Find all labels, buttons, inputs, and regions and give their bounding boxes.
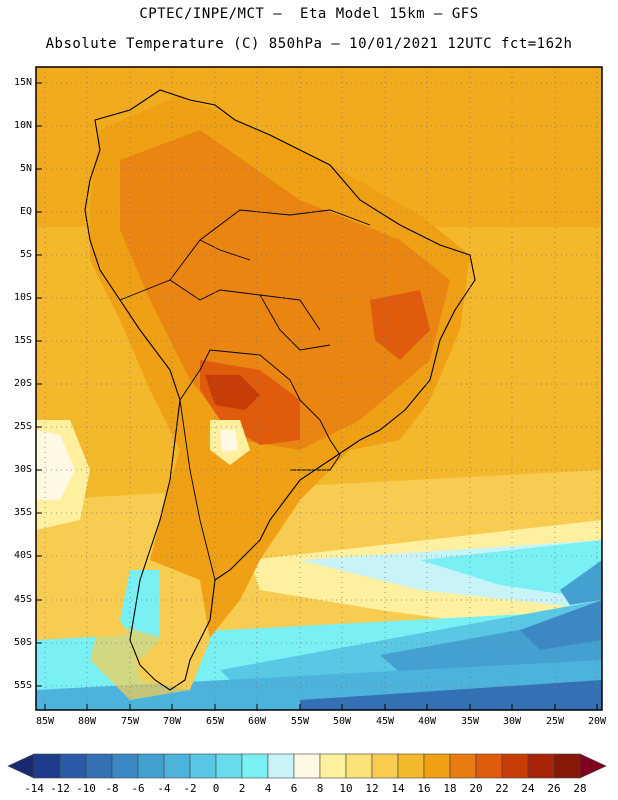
colorbar-swatch — [345, 753, 373, 779]
colorbar-swatch — [189, 753, 217, 779]
colorbar-swatch — [527, 753, 555, 779]
colorbar-tick: -14 — [24, 782, 44, 795]
colorbar-tick: 2 — [238, 782, 246, 795]
colorbar-tick: 0 — [212, 782, 220, 795]
lat-label: 20S — [13, 378, 32, 389]
colorbar-tick: 24 — [521, 782, 535, 795]
colorbar-tick: 16 — [417, 782, 431, 795]
lat-label: 30S — [13, 464, 32, 475]
colorbar-swatch — [215, 753, 243, 779]
colorbar-tick: 10 — [339, 782, 353, 795]
axis-ticks — [36, 82, 598, 710]
colorbar-tick: 8 — [316, 782, 324, 795]
country-borders — [119, 209, 371, 581]
colorbar-swatch — [475, 753, 503, 779]
lat-label: 55S — [13, 680, 32, 691]
lat-label: 35S — [13, 507, 32, 518]
colorbar — [7, 753, 607, 779]
colorbar-under-triangle — [7, 753, 35, 779]
lon-label: 60W — [247, 716, 267, 727]
colorbar-swatch — [371, 753, 399, 779]
lon-label: 55W — [290, 716, 310, 727]
lat-label: 10N — [13, 120, 32, 131]
colorbar-swatch — [423, 753, 451, 779]
map-frame — [35, 66, 603, 711]
colorbar-swatch — [163, 753, 191, 779]
temperature-field — [36, 67, 602, 710]
lat-label: 5S — [19, 249, 32, 260]
lon-label: 70W — [162, 716, 182, 727]
lon-label: 75W — [120, 716, 140, 727]
colorbar-swatch — [293, 753, 321, 779]
lon-label: 20W — [587, 716, 607, 727]
lon-label: 30W — [502, 716, 522, 727]
lon-label: 25W — [545, 716, 565, 727]
lon-label: 65W — [205, 716, 225, 727]
colorbar-swatch — [449, 753, 477, 779]
colorbar-tick: 12 — [365, 782, 379, 795]
lat-label: 40S — [13, 550, 32, 561]
colorbar-tick: 18 — [443, 782, 457, 795]
lon-label: 40W — [417, 716, 437, 727]
colorbar-tick: 22 — [495, 782, 509, 795]
lat-label: 15S — [13, 335, 32, 346]
colorbar-swatch — [553, 753, 581, 779]
graticule — [36, 67, 602, 710]
lat-label: 50S — [13, 637, 32, 648]
lat-label: 25S — [13, 421, 32, 432]
colorbar-tick: -6 — [131, 782, 145, 795]
colorbar-tick: -10 — [76, 782, 96, 795]
lon-label: 50W — [332, 716, 352, 727]
lat-label: 10S — [13, 292, 32, 303]
lat-label: 5N — [19, 163, 32, 174]
colorbar-tick: 6 — [290, 782, 298, 795]
lon-label: 80W — [77, 716, 97, 727]
colorbar-swatch — [85, 753, 113, 779]
colorbar-swatch — [59, 753, 87, 779]
colorbar-tick: -2 — [183, 782, 197, 795]
lat-label: EQ — [19, 206, 32, 217]
colorbar-tick: 26 — [547, 782, 561, 795]
colorbar-swatch — [33, 753, 61, 779]
lat-label: 15N — [13, 77, 32, 88]
lon-label: 45W — [375, 716, 395, 727]
lon-label: 35W — [460, 716, 480, 727]
colorbar-swatch — [319, 753, 347, 779]
colorbar-tick: -4 — [157, 782, 171, 795]
colorbar-over-triangle — [579, 753, 607, 779]
colorbar-swatch — [241, 753, 269, 779]
colorbar-tick: -12 — [50, 782, 70, 795]
map-title: CPTEC/INPE/MCT – Eta Model 15km – GFS — [139, 6, 479, 22]
colorbar-tick: 4 — [264, 782, 272, 795]
lat-label: 45S — [13, 594, 32, 605]
colorbar-swatch — [267, 753, 295, 779]
colorbar-tick: 28 — [573, 782, 587, 795]
lon-label: 85W — [35, 716, 55, 727]
colorbar-tick: 14 — [391, 782, 405, 795]
map-subtitle: Absolute Temperature (C) 850hPa – 10/01/… — [45, 36, 573, 52]
coastline — [84, 89, 476, 691]
colorbar-swatch — [501, 753, 529, 779]
colorbar-swatch — [111, 753, 139, 779]
colorbar-swatch — [137, 753, 165, 779]
colorbar-swatch — [397, 753, 425, 779]
colorbar-tick: -8 — [105, 782, 119, 795]
colorbar-tick: 20 — [469, 782, 483, 795]
